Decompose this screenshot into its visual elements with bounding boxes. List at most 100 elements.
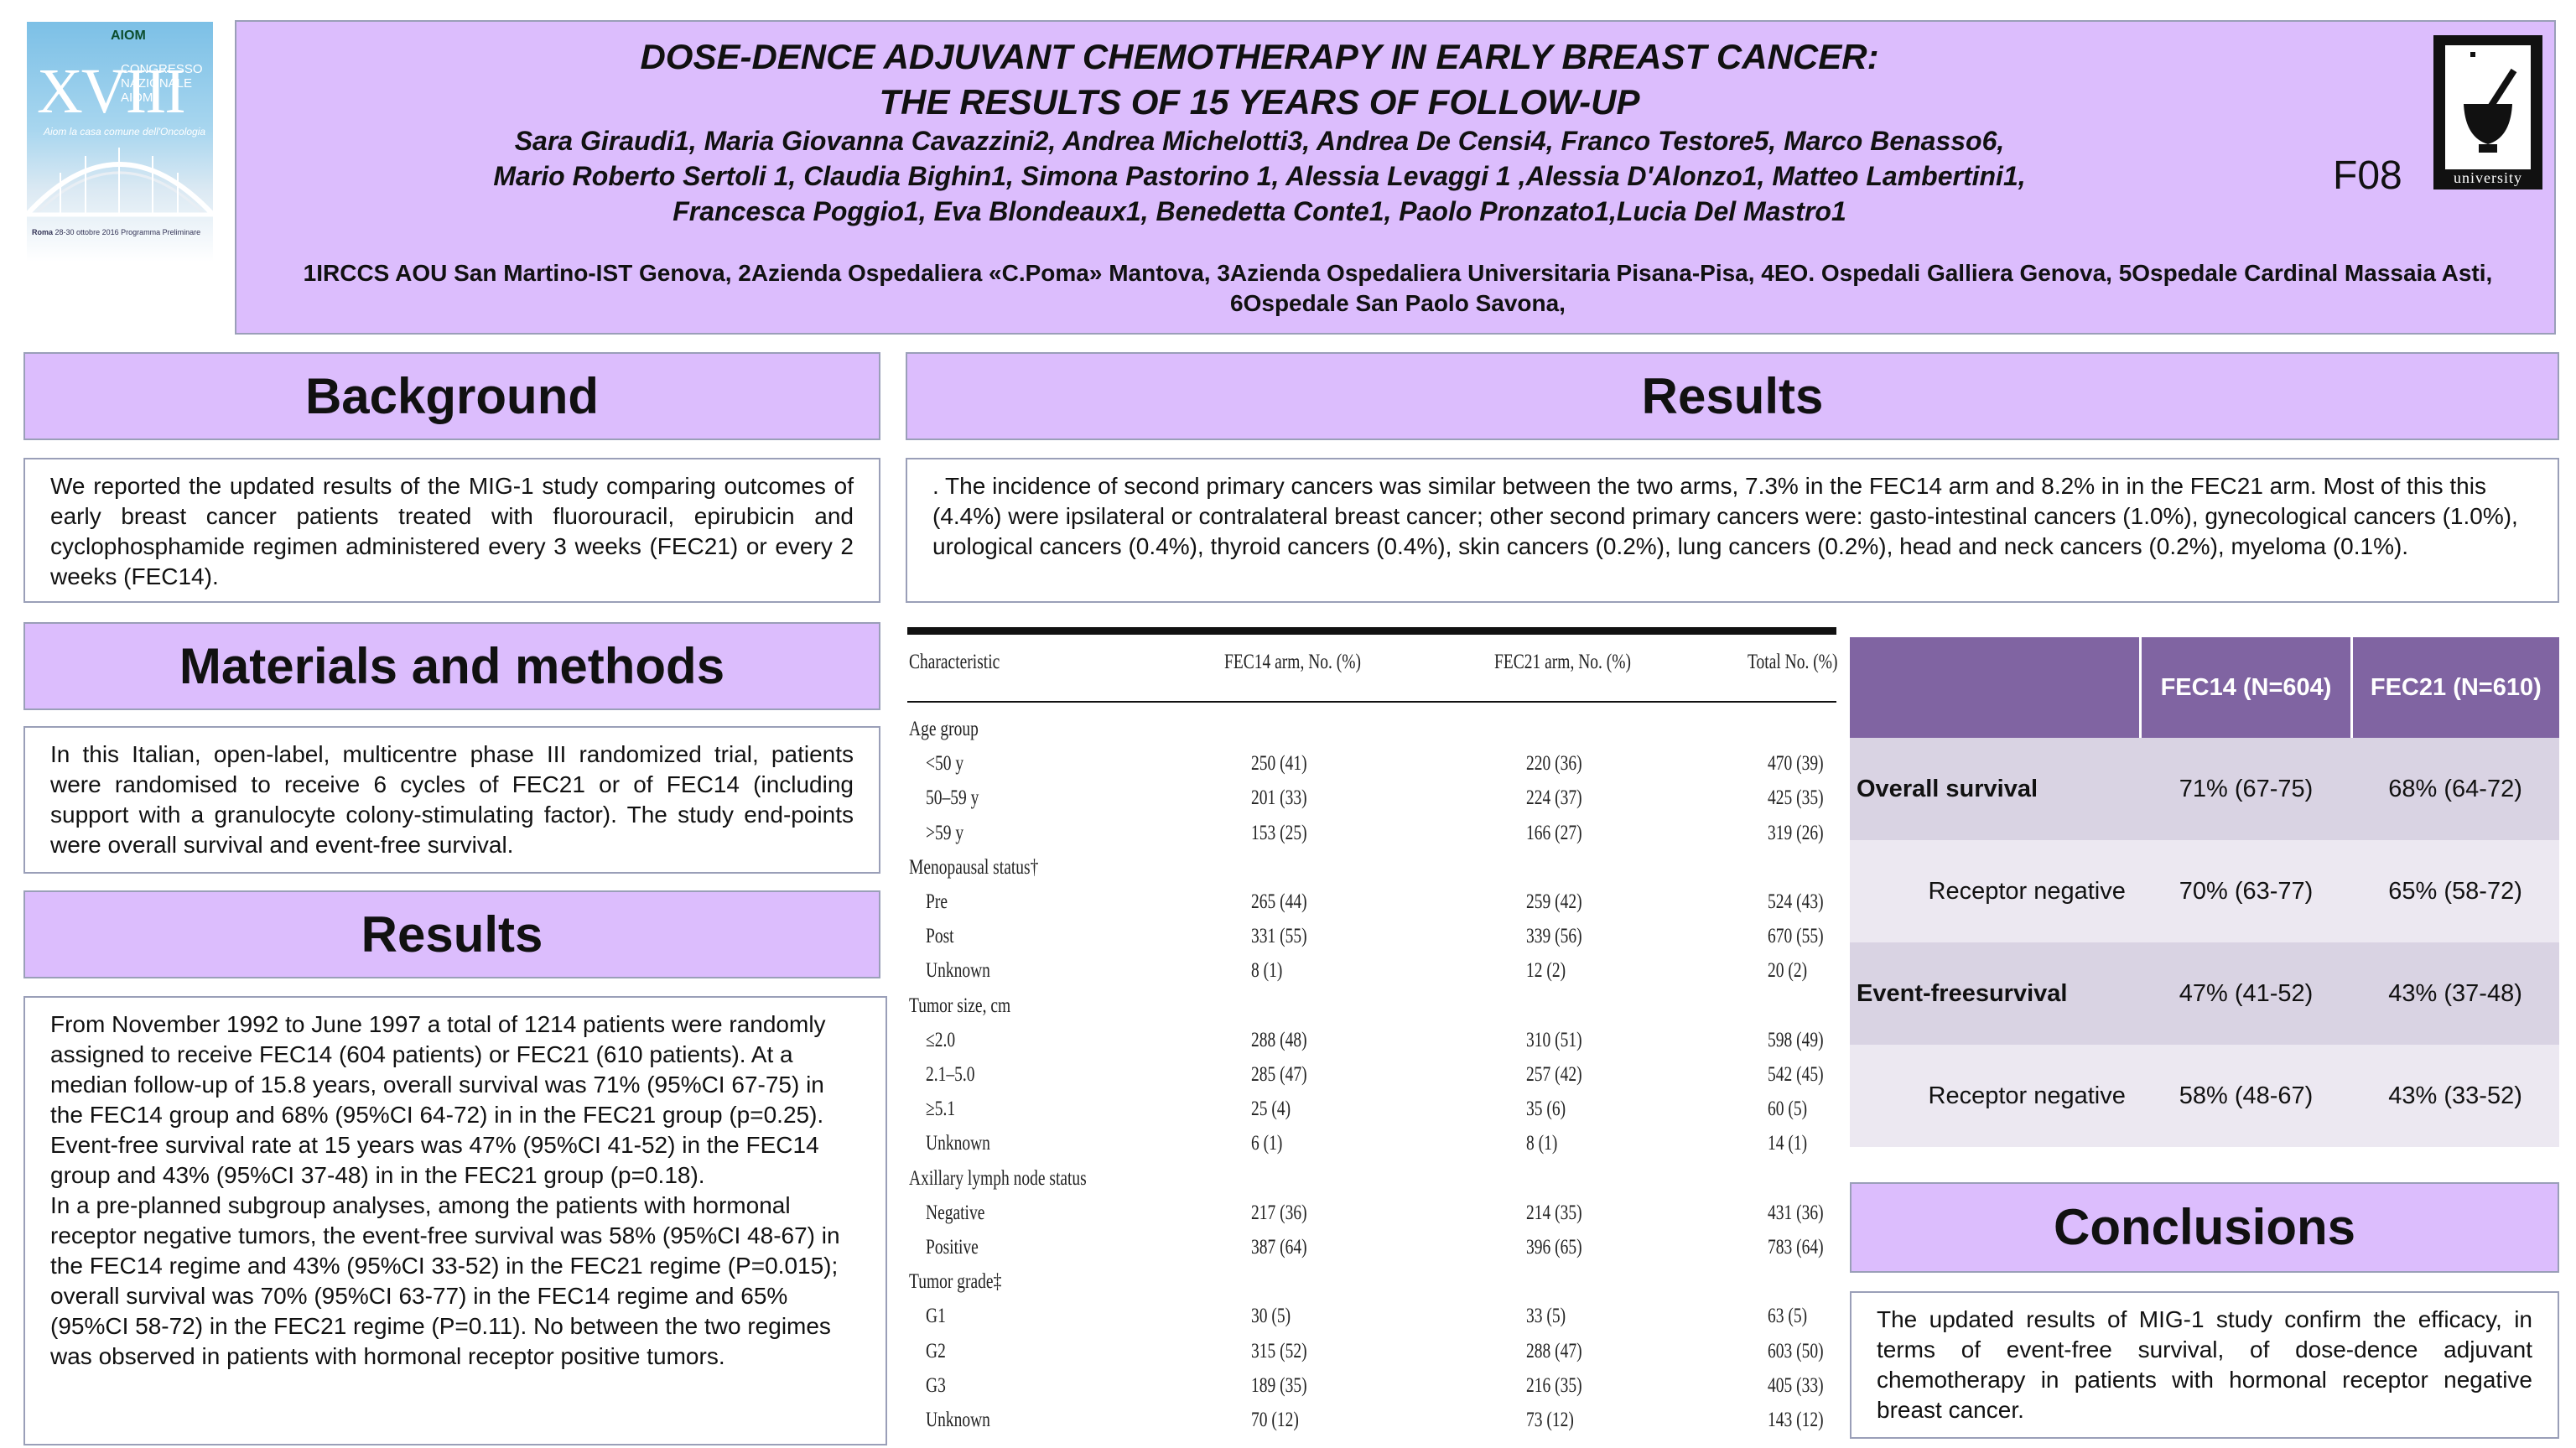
- table-row-label: G3: [926, 1374, 946, 1397]
- summary-row-label: Receptor negative: [1850, 1045, 2141, 1147]
- summary-header-fec14: FEC14 (N=604): [2139, 637, 2352, 738]
- table-cell-total: 425 (35): [1768, 786, 1824, 809]
- summary-row: Receptor negative 70% (63-77) 65% (58-72…: [1850, 840, 2559, 942]
- table-cell-fec14: 265 (44): [1251, 890, 1307, 913]
- university-logo: university: [2433, 35, 2542, 189]
- summary-cell: 43% (37-48): [2351, 942, 2559, 1045]
- table-cell-total: 319 (26): [1768, 822, 1824, 844]
- table-section-label: Tumor size, cm: [909, 994, 1011, 1017]
- table-cell-fec21: 33 (5): [1526, 1305, 1566, 1327]
- survival-summary-table: FEC14 (N=604) FEC21 (N=610) Overall surv…: [1850, 637, 2559, 1147]
- table-row-label: <50 y: [926, 752, 964, 775]
- table-cell-fec21: 257 (42): [1526, 1063, 1582, 1086]
- table-cell-fec21: 73 (12): [1526, 1409, 1574, 1431]
- table-cell-fec14: 331 (55): [1251, 925, 1307, 947]
- summary-cell: 47% (41-52): [2140, 942, 2352, 1045]
- summary-cell: 70% (63-77): [2140, 840, 2352, 942]
- table-cell-fec14: 315 (52): [1251, 1340, 1307, 1362]
- table-row-label: Negative: [926, 1201, 985, 1224]
- cover-tagline: Aiom la casa comune dell'Oncologia: [44, 126, 206, 138]
- table-header-total: Total No. (%): [1748, 651, 1838, 673]
- results-paragraph-1: From November 1992 to June 1997 a total …: [50, 1011, 826, 1188]
- summary-row: Receptor negative 58% (48-67) 43% (33-52…: [1850, 1045, 2559, 1147]
- table-cell-total: 143 (12): [1768, 1409, 1824, 1431]
- table-row-label: 2.1–5.0: [926, 1063, 975, 1086]
- background-heading: Background: [23, 352, 880, 440]
- methods-heading: Materials and methods: [23, 622, 880, 710]
- table-row-label: 50–59 y: [926, 786, 979, 809]
- table-cell-total: 783 (64): [1768, 1236, 1824, 1259]
- summary-row: Event-freesurvival 47% (41-52) 43% (37-4…: [1850, 942, 2559, 1045]
- table-row-label: G2: [926, 1340, 946, 1362]
- table-cell-fec14: 70 (12): [1251, 1409, 1299, 1431]
- results-right-heading: Results: [906, 352, 2559, 440]
- summary-cell: 71% (67-75): [2140, 738, 2352, 840]
- poster-title-line2: THE RESULTS OF 15 YEARS OF FOLLOW-UP: [879, 82, 1640, 122]
- table-top-rule: [907, 627, 1836, 635]
- table-cell-fec14: 387 (64): [1251, 1236, 1307, 1259]
- university-label: university: [2454, 169, 2522, 186]
- summary-cell: 65% (58-72): [2351, 840, 2559, 942]
- table-cell-fec21: 220 (36): [1526, 752, 1582, 775]
- table-cell-fec21: 8 (1): [1526, 1132, 1558, 1155]
- summary-row-label: Overall survival: [1850, 738, 2141, 840]
- table-section-label: Axillary lymph node status: [909, 1167, 1087, 1190]
- cover-title: CONGRESSO NAZIONALE AIOM: [121, 62, 203, 105]
- summary-row-label: Receptor negative: [1850, 840, 2141, 942]
- poster-title-line1: DOSE-DENCE ADJUVANT CHEMOTHERAPY IN EARL…: [640, 37, 1879, 76]
- poster-header: DOSE-DENCE ADJUVANT CHEMOTHERAPY IN EARL…: [235, 20, 2556, 335]
- table-cell-fec21: 288 (47): [1526, 1340, 1582, 1362]
- table-cell-fec21: 216 (35): [1526, 1374, 1582, 1397]
- table-cell-fec21: 259 (42): [1526, 890, 1582, 913]
- aiom-logo: AIOM: [111, 29, 146, 43]
- bridge-illustration: [27, 148, 213, 217]
- table-cell-fec14: 285 (47): [1251, 1063, 1307, 1086]
- table-cell-fec21: 35 (6): [1526, 1098, 1566, 1120]
- table-cell-total: 470 (39): [1768, 752, 1824, 775]
- table-cell-fec21: 224 (37): [1526, 786, 1582, 809]
- summary-cell: 43% (33-52): [2351, 1045, 2559, 1147]
- table-row-label: Pre: [926, 890, 948, 913]
- table-cell-fec21: 214 (35): [1526, 1201, 1582, 1224]
- summary-header-empty: [1850, 637, 2141, 738]
- table-row-label: >59 y: [926, 822, 964, 844]
- table-section-label: Menopausal status†: [909, 856, 1039, 879]
- conclusions-text: The updated results of MIG-1 study confi…: [1850, 1291, 2559, 1439]
- table-cell-total: 524 (43): [1768, 890, 1824, 913]
- summary-row: Overall survival 71% (67-75) 68% (64-72): [1850, 738, 2559, 840]
- methods-text: In this Italian, open-label, multicentre…: [23, 726, 880, 874]
- table-row-label: Unknown: [926, 1132, 990, 1155]
- background-text: We reported the updated results of the M…: [23, 458, 880, 603]
- authors-line1: Sara Giraudi1, Maria Giovanna Cavazzini2…: [514, 126, 2005, 156]
- table-cell-fec14: 25 (4): [1251, 1098, 1291, 1120]
- table-cell-total: 20 (2): [1768, 959, 1808, 982]
- results-left-text: From November 1992 to June 1997 a total …: [23, 996, 887, 1445]
- table-cell-fec14: 153 (25): [1251, 822, 1307, 844]
- table-cell-fec21: 310 (51): [1526, 1029, 1582, 1051]
- table-cell-total: 14 (1): [1768, 1132, 1808, 1155]
- table-cell-fec21: 12 (2): [1526, 959, 1566, 982]
- summary-header-row: FEC14 (N=604) FEC21 (N=610): [1850, 637, 2559, 738]
- summary-cell: 58% (48-67): [2140, 1045, 2352, 1147]
- table-cell-total: 598 (49): [1768, 1029, 1824, 1051]
- table-header-fec21: FEC21 arm, No. (%): [1494, 651, 1632, 673]
- table-cell-fec14: 30 (5): [1251, 1305, 1291, 1327]
- authors-line3: Francesca Poggio1, Eva Blondeaux1, Bened…: [673, 196, 1846, 226]
- conclusions-heading: Conclusions: [1850, 1182, 2559, 1273]
- table-cell-fec21: 339 (56): [1526, 925, 1582, 947]
- table-cell-fec14: 288 (48): [1251, 1029, 1307, 1051]
- affiliations: 1IRCCS AOU San Martino-IST Genova, 2Azie…: [303, 260, 2493, 316]
- table-row-label: ≥5.1: [926, 1098, 956, 1120]
- table-header-fec14: FEC14 arm, No. (%): [1224, 651, 1362, 673]
- summary-row-label: Event-freesurvival: [1850, 942, 2141, 1045]
- congress-cover-image: AIOM XVIII CONGRESSO NAZIONALE AIOM Aiom…: [27, 22, 213, 262]
- table-cell-total: 670 (55): [1768, 925, 1824, 947]
- table-row-label: ≤2.0: [926, 1029, 956, 1051]
- table-row-label: Unknown: [926, 1409, 990, 1431]
- table-cell-fec14: 250 (41): [1251, 752, 1307, 775]
- results-right-text: . The incidence of second primary cancer…: [906, 458, 2559, 603]
- table-cell-fec14: 189 (35): [1251, 1374, 1307, 1397]
- table-header-rule: [907, 701, 1836, 703]
- table-cell-total: 603 (50): [1768, 1340, 1824, 1362]
- table-header-characteristic: Characteristic: [909, 651, 1000, 673]
